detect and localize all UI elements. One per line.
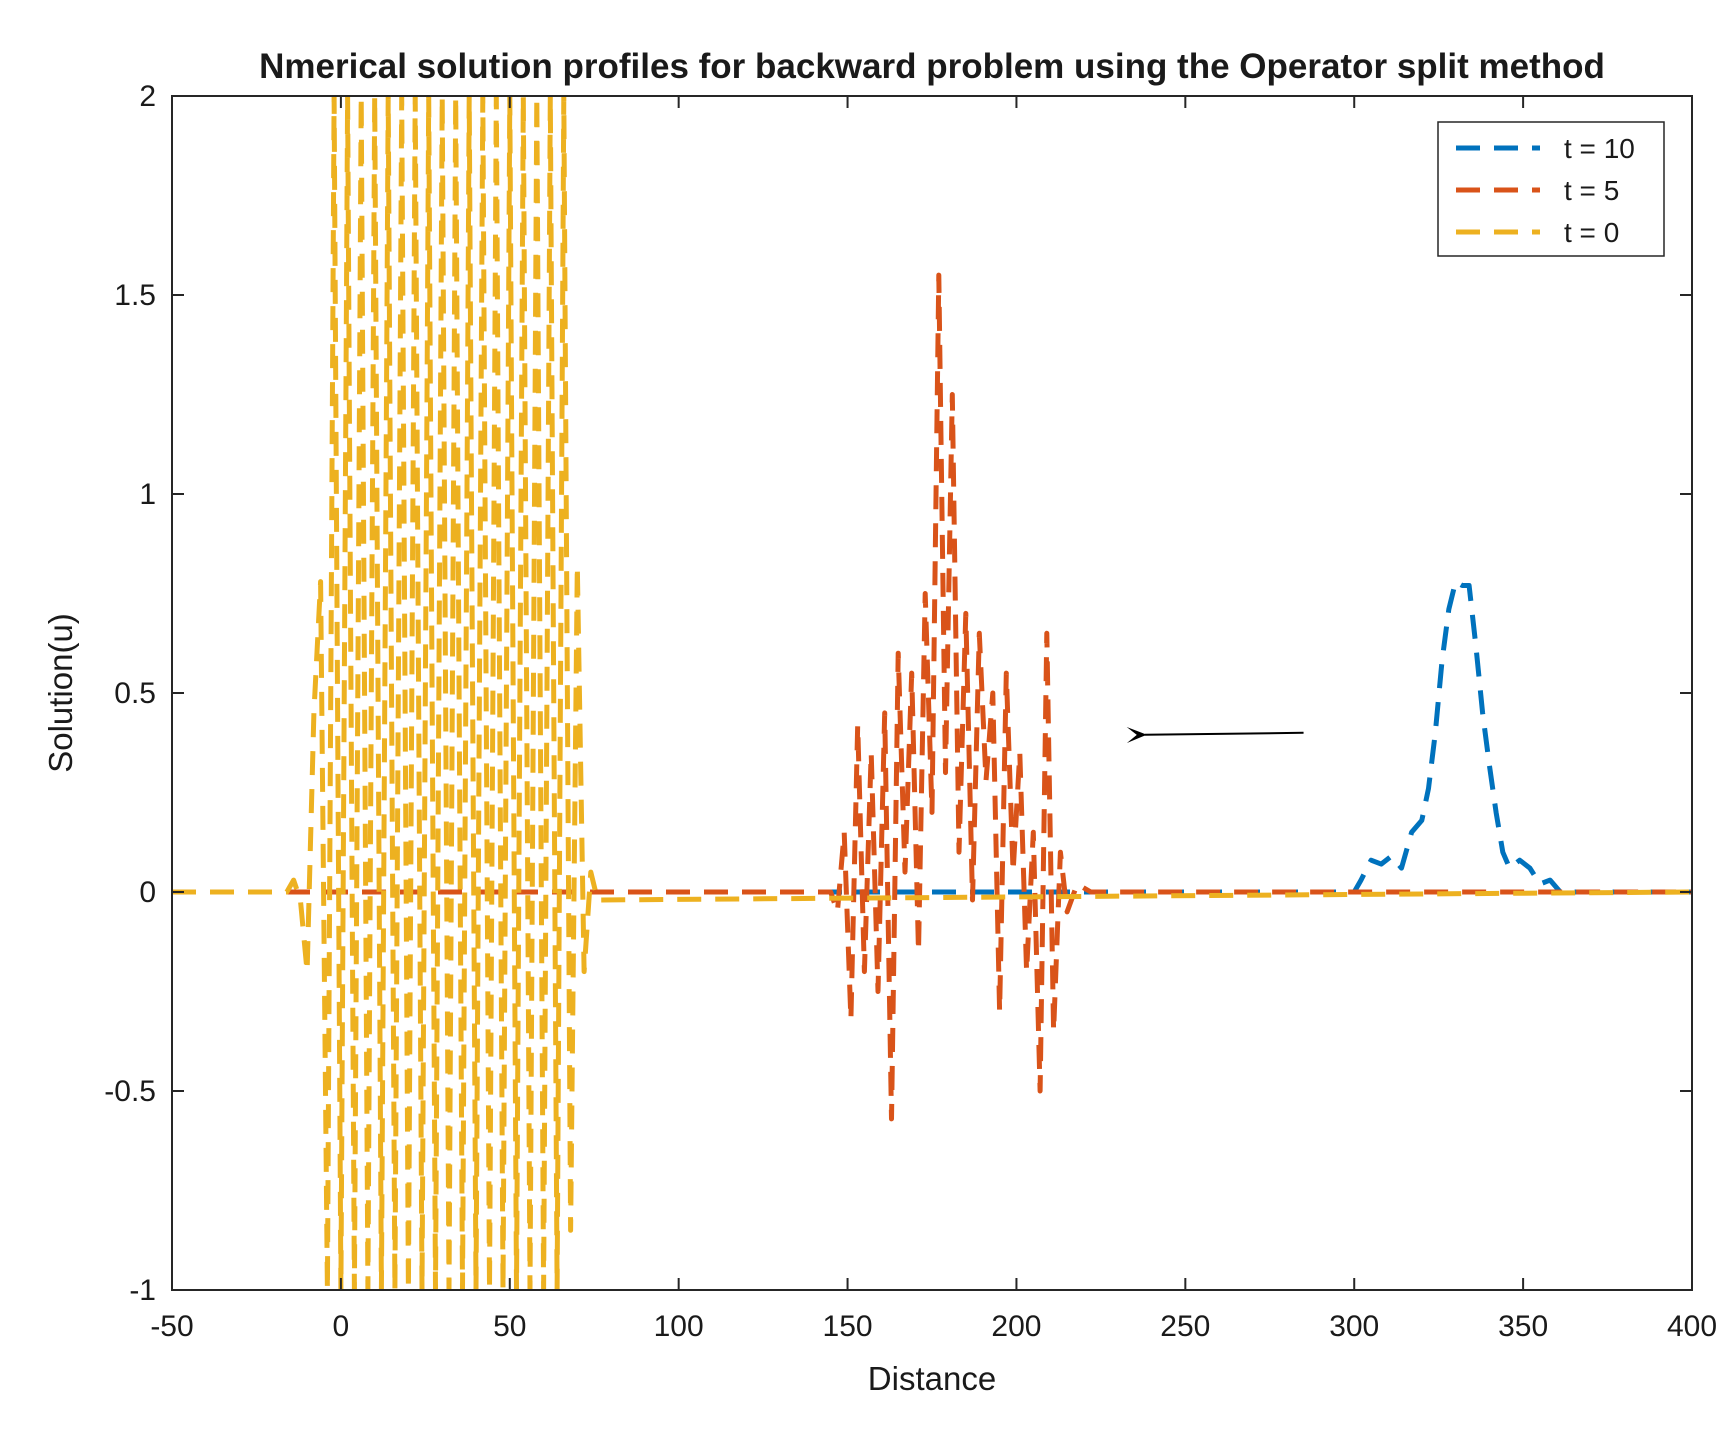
legend-label-1: t = 5 <box>1564 175 1619 206</box>
series-line-0 <box>172 579 1692 895</box>
x-tick-label-4: 150 <box>823 1310 873 1343</box>
x-tick-label-7: 300 <box>1329 1310 1379 1343</box>
y-tick-label-5: 1.5 <box>114 279 156 312</box>
chart-title: Nmerical solution profiles for backward … <box>259 47 1605 86</box>
y-tick-label-2: 0 <box>139 876 156 909</box>
x-tick-label-8: 350 <box>1498 1310 1548 1343</box>
x-tick-label-5: 200 <box>991 1310 1041 1343</box>
ticks-layer: -50 0 50 100 150 200 250 300 350 400 -1 -0.5 0 0.5 1 1.… <box>104 80 1717 1343</box>
y-tick-label-3: 0.5 <box>114 677 156 710</box>
series-line-1 <box>172 272 1692 1122</box>
x-tick-label-2: 50 <box>493 1310 526 1343</box>
x-tick-label-1: 0 <box>333 1310 350 1343</box>
x-tick-label-0: -50 <box>150 1310 193 1343</box>
x-axis-label: Distance <box>868 1360 996 1397</box>
x-tick-label-3: 100 <box>654 1310 704 1343</box>
annotation-arrow-0 <box>1126 727 1304 744</box>
y-tick-label-6: 2 <box>139 80 156 113</box>
x-tick-label-9: 400 <box>1667 1310 1717 1343</box>
series-layer <box>172 96 1692 1290</box>
legend-label-2: t = 0 <box>1564 217 1619 248</box>
legend-label-0: t = 10 <box>1564 133 1635 164</box>
legend: t = 10 t = 5 t = 0 <box>1437 121 1665 257</box>
legend-items: t = 10 t = 5 t = 0 <box>1456 133 1635 248</box>
annotation-layer <box>1126 727 1304 744</box>
y-tick-label-4: 1 <box>139 478 156 511</box>
y-axis-label: Solution(u) <box>42 613 79 773</box>
y-tick-label-0: -1 <box>129 1274 156 1307</box>
x-tick-label-6: 250 <box>1160 1310 1210 1343</box>
y-tick-label-1: -0.5 <box>104 1075 156 1108</box>
